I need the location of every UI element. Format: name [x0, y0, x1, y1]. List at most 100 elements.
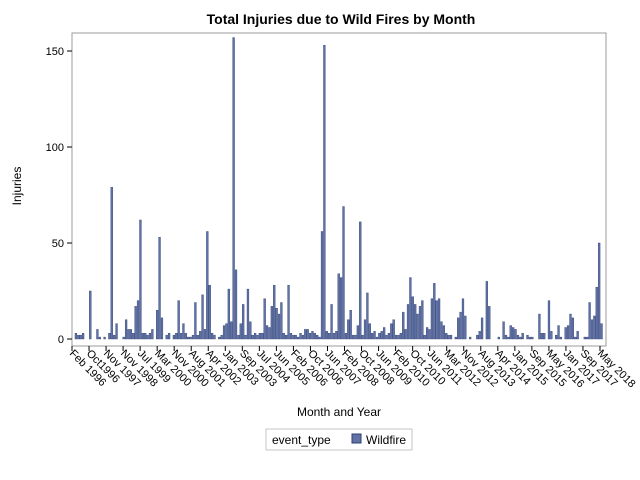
bar: [177, 300, 180, 340]
bar: [323, 45, 326, 340]
bar: [160, 317, 164, 340]
bar: [249, 321, 252, 340]
bar: [167, 333, 171, 340]
bar: [280, 302, 283, 340]
bar: [459, 311, 462, 340]
bar: [292, 334, 295, 340]
bar: [191, 334, 195, 340]
bar: [206, 231, 209, 340]
legend-title: event_type: [272, 433, 331, 447]
x-axis-label: Month and Year: [297, 405, 381, 419]
bar: [294, 334, 297, 340]
bar: [351, 334, 355, 340]
bar: [488, 306, 491, 340]
bar: [521, 333, 524, 340]
legend-series-label: Wildfire: [366, 433, 406, 447]
bar: [296, 336, 300, 340]
legend: event_type Wildfire: [265, 428, 413, 451]
bar: [421, 300, 424, 340]
bar: [538, 313, 541, 340]
bar: [132, 333, 135, 340]
bar: [232, 37, 235, 340]
bar: [289, 333, 293, 340]
bar: [265, 325, 269, 340]
bar: [261, 333, 264, 340]
bar: [313, 333, 316, 340]
bar: [588, 302, 591, 340]
bar: [253, 333, 257, 340]
bar: [356, 325, 359, 340]
bar: [383, 327, 386, 340]
bar: [203, 329, 207, 340]
bar: [318, 336, 321, 340]
bar: [399, 333, 402, 340]
bar: [598, 242, 601, 340]
bar: [547, 300, 551, 340]
bar: [110, 187, 113, 340]
bar: [244, 334, 247, 340]
bar: [449, 334, 453, 340]
bar: [184, 333, 187, 340]
bar: [392, 319, 395, 340]
bar: [218, 336, 221, 340]
bar: [516, 334, 520, 340]
bar: [461, 298, 465, 340]
bar: [187, 336, 190, 340]
bar: [387, 333, 391, 340]
bar: [409, 277, 412, 340]
bar: [478, 331, 481, 340]
bar: [148, 333, 152, 340]
bar: [550, 331, 553, 340]
bar: [564, 327, 567, 340]
bar: [586, 336, 589, 340]
bar: [557, 325, 560, 340]
bar: [158, 237, 161, 340]
bar: [136, 300, 140, 340]
bar: [129, 329, 133, 340]
bar: [263, 298, 266, 340]
bar: [285, 334, 288, 340]
bar: [528, 336, 532, 340]
bar: [306, 329, 309, 340]
bar: [239, 323, 242, 340]
bar: [519, 336, 522, 340]
bar: [394, 334, 398, 340]
bar: [485, 281, 488, 340]
bar: [210, 333, 214, 340]
bar: [514, 329, 517, 340]
bar: [454, 336, 457, 340]
bar: [287, 285, 290, 340]
bar: [335, 331, 338, 340]
bar: [222, 325, 226, 340]
bar: [445, 333, 448, 340]
bar: [234, 269, 238, 340]
bar: [332, 333, 336, 340]
bar: [208, 285, 211, 340]
bar: [311, 331, 314, 340]
bar: [440, 321, 443, 340]
bar: [504, 334, 508, 340]
bar: [258, 333, 262, 340]
bar: [172, 334, 176, 340]
bar: [299, 333, 302, 340]
bar: [246, 288, 250, 340]
bar: [442, 325, 445, 340]
bar: [571, 317, 575, 340]
bar: [371, 333, 374, 340]
bar: [414, 304, 417, 340]
bar: [151, 329, 154, 340]
bar: [344, 333, 348, 340]
bar: [457, 317, 460, 340]
chart-title: Total Injuries due to Wild Fires by Mont…: [207, 11, 476, 27]
bar: [270, 306, 273, 340]
bar: [220, 334, 223, 340]
bar: [543, 333, 546, 340]
bar: [559, 336, 563, 340]
bar: [368, 323, 371, 340]
bar: [165, 334, 168, 340]
bar: [77, 334, 80, 340]
bar: [600, 323, 603, 340]
bar: [308, 333, 312, 340]
